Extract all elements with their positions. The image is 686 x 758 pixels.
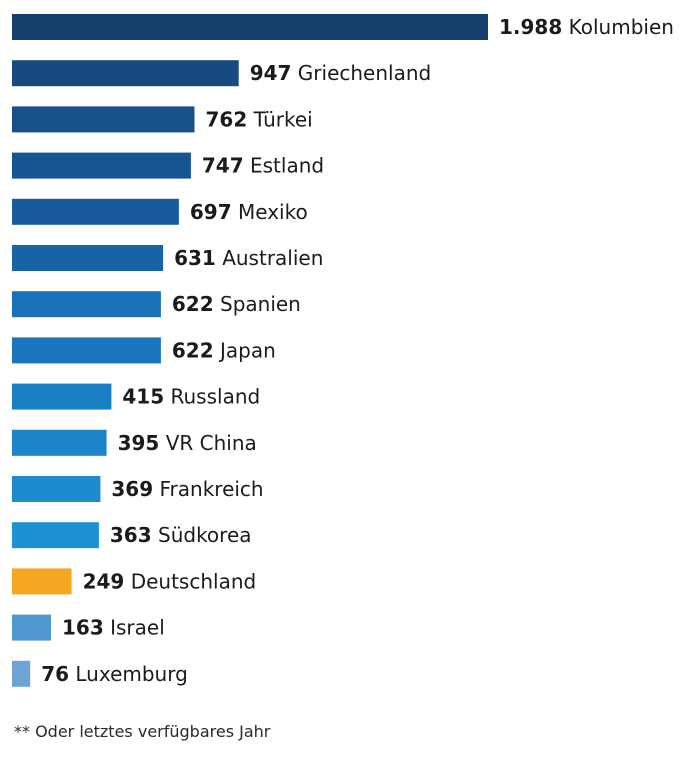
value-label: 947 <box>250 61 292 85</box>
category-label: VR China <box>159 431 256 455</box>
category-label: Frankreich <box>153 477 263 501</box>
value-label: 249 <box>83 569 125 593</box>
category-label: Türkei <box>247 107 312 131</box>
value-label: 1.988 <box>499 15 562 39</box>
value-label: 631 <box>174 246 216 270</box>
footnote: ** Oder letztes verfügbares Jahr <box>14 722 271 741</box>
bar-spanien <box>12 291 161 318</box>
bar-griechenland <box>12 60 239 87</box>
data-label: 947 Griechenland <box>250 61 432 85</box>
category-label: Japan <box>214 338 276 362</box>
category-label: Russland <box>164 385 260 409</box>
value-label: 163 <box>62 616 104 640</box>
value-label: 747 <box>202 154 244 178</box>
value-label: 622 <box>172 292 214 316</box>
value-label: 697 <box>190 200 232 224</box>
category-label: Spanien <box>214 292 301 316</box>
category-label: Kolumbien <box>562 15 674 39</box>
data-label: 622 Spanien <box>172 292 301 316</box>
bar-türkei <box>12 106 195 133</box>
data-label: 163 Israel <box>62 616 165 640</box>
data-label: 76 Luxemburg <box>41 662 188 686</box>
bar-israel <box>12 614 51 641</box>
data-label: 622 Japan <box>172 338 276 362</box>
category-label: Australien <box>216 246 324 270</box>
data-label: 415 Russland <box>122 385 260 409</box>
category-label: Mexiko <box>232 200 308 224</box>
category-label: Israel <box>104 616 165 640</box>
data-label: 1.988 Kolumbien <box>499 15 674 39</box>
category-label: Südkorea <box>152 523 252 547</box>
data-label: 395 VR China <box>118 431 257 455</box>
data-label: 631 Australien <box>174 246 323 270</box>
bar-deutschland <box>12 568 72 595</box>
category-label: Deutschland <box>124 569 256 593</box>
data-label: 697 Mexiko <box>190 200 308 224</box>
value-label: 395 <box>118 431 160 455</box>
value-label: 369 <box>111 477 153 501</box>
bar-frankreich <box>12 476 101 502</box>
bar-australien <box>12 245 164 271</box>
category-label: Griechenland <box>291 61 431 85</box>
data-label: 369 Frankreich <box>111 477 263 501</box>
bar-kolumbien <box>12 14 488 40</box>
bar-südkorea <box>12 522 99 549</box>
value-label: 762 <box>206 107 248 131</box>
bar-estland <box>12 152 191 179</box>
data-label: 363 Südkorea <box>110 523 252 547</box>
category-label: Estland <box>244 154 324 178</box>
value-label: 363 <box>110 523 152 547</box>
bar-russland <box>12 383 112 410</box>
value-label: 76 <box>41 662 69 686</box>
data-label: 249 Deutschland <box>83 569 257 593</box>
value-label: 415 <box>122 385 164 409</box>
bar-japan <box>12 337 161 364</box>
category-label: Luxemburg <box>69 662 188 686</box>
bar-luxemburg <box>12 660 31 687</box>
data-label: 747 Estland <box>202 154 324 178</box>
value-label: 622 <box>172 338 214 362</box>
bar-mexiko <box>12 198 179 225</box>
data-label: 762 Türkei <box>206 107 313 131</box>
bar-vr-china <box>12 429 107 456</box>
